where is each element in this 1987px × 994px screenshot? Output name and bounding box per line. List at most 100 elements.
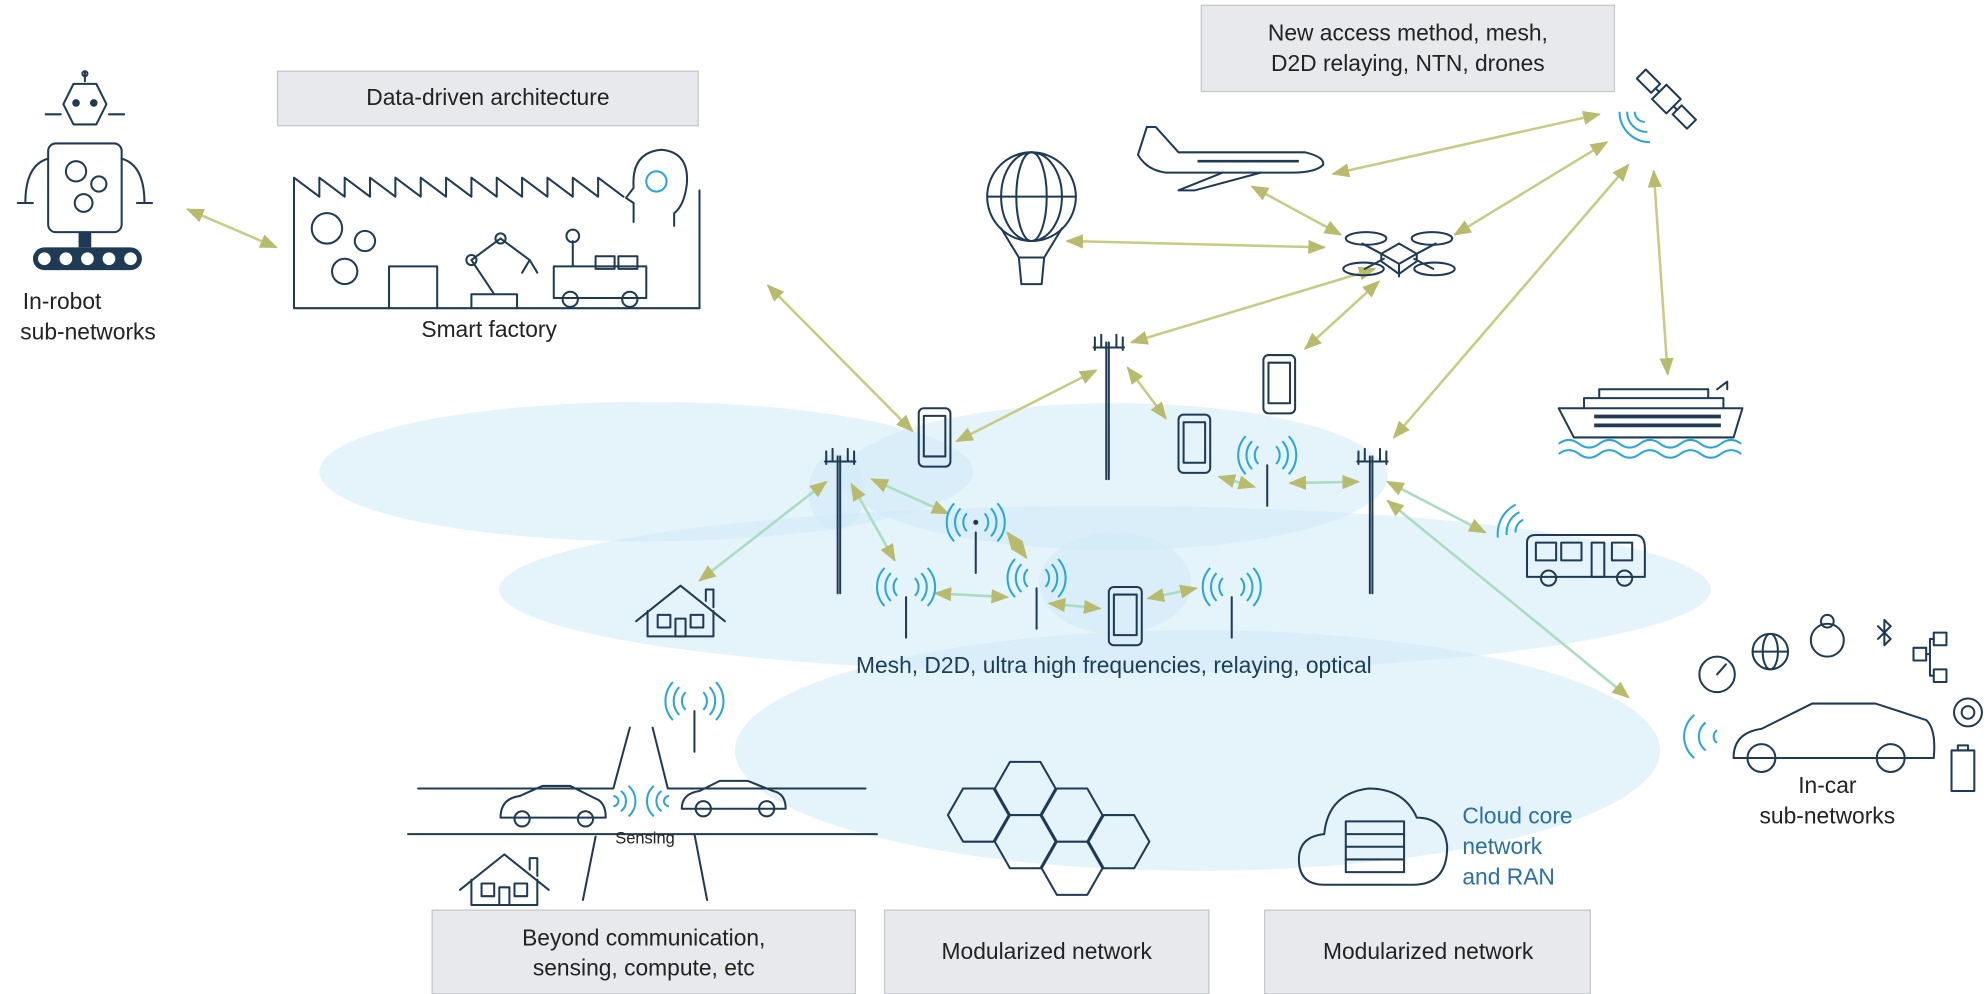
intersection-part xyxy=(514,811,529,826)
link-arrows-part xyxy=(1305,282,1378,349)
drone-icon-part xyxy=(1381,244,1416,277)
car-icon-part xyxy=(1958,745,1968,750)
airplane-icon-part xyxy=(1198,160,1299,163)
box-title: sensing, compute, etc xyxy=(533,955,755,981)
box-title: D2D relaying, NTN, drones xyxy=(1271,50,1545,76)
drone-icon-part xyxy=(1412,232,1453,245)
robot-icon-part xyxy=(38,252,51,265)
robot-label: sub-networks xyxy=(20,319,156,345)
satellite-icon xyxy=(1620,67,1699,142)
factory-label: Smart factory xyxy=(421,316,557,342)
satellite-icon-part-part xyxy=(1674,106,1678,110)
car-icon-part xyxy=(1934,669,1947,682)
page: Data-driven architecture New access meth… xyxy=(0,0,1987,994)
robot-icon-part xyxy=(103,252,116,265)
robot-icon-part xyxy=(66,161,86,181)
robot-icon-part xyxy=(81,252,94,265)
ship-icon-part xyxy=(1559,440,1741,458)
link-arrows-part xyxy=(188,209,277,247)
robot-icon-part xyxy=(60,252,73,265)
balloon-icon xyxy=(987,152,1076,284)
factory-icon xyxy=(294,150,700,308)
satellite-icon-part-part xyxy=(1656,88,1660,92)
car-icon-part xyxy=(1926,639,1934,676)
car-icon-part xyxy=(1878,620,1891,645)
satellite-icon-part xyxy=(1620,112,1650,142)
airplane-icon xyxy=(1138,127,1323,190)
ship-icon-part xyxy=(1594,415,1721,428)
robot-icon-part xyxy=(91,176,106,191)
factory-icon-part xyxy=(389,266,437,308)
cloud-label: network xyxy=(1462,833,1542,859)
car-label: sub-networks xyxy=(1760,803,1896,829)
car-icon-part xyxy=(1717,664,1726,674)
factory-icon-part xyxy=(563,292,578,307)
car-icon-part xyxy=(1734,704,1935,758)
box-title: New access method, mesh, xyxy=(1268,19,1548,45)
coverage-areas xyxy=(319,402,1710,871)
coverage-areas-part xyxy=(1039,532,1191,633)
drone-icon-part xyxy=(1346,232,1387,245)
robot-icon-part xyxy=(48,143,121,232)
phones-part xyxy=(1268,363,1290,404)
link-arrows-part xyxy=(1394,165,1628,437)
robot-icon-part xyxy=(79,232,92,247)
factory-icon-part xyxy=(471,238,537,308)
factory-icon-part xyxy=(622,292,637,307)
link-arrows-part xyxy=(1067,241,1324,247)
link-arrows-part xyxy=(1654,171,1668,374)
factory-icon-part xyxy=(355,231,375,251)
box-title: Beyond communication, xyxy=(522,924,765,950)
car-icon-part xyxy=(1952,750,1975,791)
house-icons-part xyxy=(460,854,549,905)
box-title: Modularized network xyxy=(1323,938,1534,964)
factory-icon-part xyxy=(312,213,342,243)
cloud-label: Cloud core xyxy=(1462,803,1572,829)
car-icon-part xyxy=(1811,624,1844,657)
robot-icon-part xyxy=(124,252,137,265)
link-arrows-part xyxy=(1132,269,1375,342)
robot-icon-part xyxy=(75,194,93,212)
car-icon-part xyxy=(1684,715,1717,758)
label-boxes-part xyxy=(1201,5,1614,91)
car-icon xyxy=(1684,615,1982,791)
link-arrows-part xyxy=(1290,482,1358,483)
mesh-label: Mesh, D2D, ultra high frequencies, relay… xyxy=(856,652,1372,678)
house-icons-part-part xyxy=(482,884,495,897)
label-boxes-part xyxy=(432,910,855,994)
intersection-part xyxy=(578,811,593,826)
box-title: Modularized network xyxy=(942,938,1153,964)
robot-icon xyxy=(18,71,152,270)
intersection-part xyxy=(613,786,669,816)
ship-icon-part xyxy=(1559,382,1743,438)
drone-icon xyxy=(1343,232,1455,276)
car-icon-part xyxy=(1934,633,1947,646)
factory-icon-part xyxy=(646,171,666,191)
car-icon-part xyxy=(1962,706,1975,719)
ship-icon xyxy=(1559,382,1743,458)
factory-icon-part xyxy=(626,150,687,226)
robot-icon-part xyxy=(90,99,98,107)
car-label: In-car xyxy=(1798,772,1857,798)
drone-icon-part xyxy=(1414,263,1455,276)
small-cells-part-part xyxy=(973,520,978,525)
car-icon-part xyxy=(1821,615,1834,628)
robot-icon-part xyxy=(63,84,106,125)
box-title: Data-driven architecture xyxy=(366,84,609,110)
link-arrows-part xyxy=(1252,187,1341,235)
diagram: Data-driven architecture New access meth… xyxy=(0,0,1987,994)
robot-label: In-robot xyxy=(23,288,102,314)
car-icon-part xyxy=(1914,648,1927,661)
house-icons-part-part xyxy=(460,854,549,905)
cloud-label: and RAN xyxy=(1462,863,1555,889)
robot-icon-part xyxy=(72,99,80,107)
link-arrows-part xyxy=(1455,142,1607,235)
house-icons-part-part xyxy=(514,884,527,897)
small-cells-part xyxy=(665,682,723,752)
airplane-icon-part xyxy=(1138,127,1323,173)
airplane-icon-part xyxy=(1179,173,1261,191)
car-icon-part xyxy=(1954,698,1982,726)
factory-icon-part xyxy=(332,259,357,284)
house-icons-part-part xyxy=(499,887,509,905)
sensing-label: Sensing xyxy=(615,829,675,847)
